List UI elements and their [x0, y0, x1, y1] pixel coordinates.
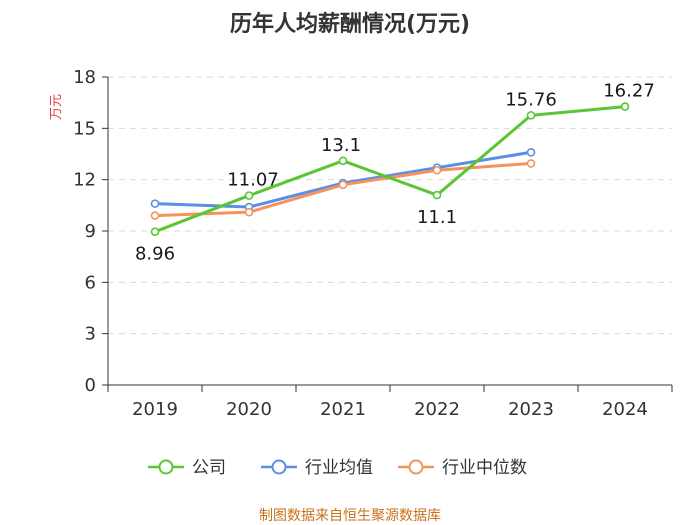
- x-tick-label-2024: 2024: [602, 399, 648, 420]
- legend-marker-2: [408, 459, 424, 475]
- data-label-2022: 11.1: [417, 207, 457, 228]
- data-labels: 8.96 11.07 13.1 11.1 15.76 16.27: [135, 81, 655, 265]
- data-label-2023: 15.76: [505, 89, 557, 110]
- series-2-point-4: [526, 159, 536, 168]
- series-2-point-2: [338, 180, 348, 190]
- series-0-point-1: [244, 191, 254, 200]
- series-lines: [150, 102, 630, 236]
- y-tick-label-18: 18: [73, 67, 96, 88]
- legend-label-2: 行业中位数: [442, 458, 527, 478]
- series-line-0: [154, 105, 626, 234]
- chart-title: 历年人均薪酬情况(万元): [229, 12, 471, 37]
- x-tick-label-2022: 2022: [414, 399, 460, 420]
- series-0-point-4: [526, 111, 536, 120]
- axes: 0 3 6 9 12 15 18 2019 2020 2021 2022 2023 2024 万元: [49, 67, 673, 420]
- legend: 公司 行业均值 行业中位数: [148, 458, 527, 478]
- legend-label-0: 公司: [192, 458, 226, 478]
- data-label-2021: 13.1: [321, 135, 361, 156]
- gridlines: [108, 76, 672, 335]
- legend-marker-0: [158, 459, 174, 475]
- series-2-point-0: [150, 211, 160, 220]
- x-tick-label-2019: 2019: [132, 399, 178, 420]
- series-0-point-0: [150, 227, 160, 236]
- data-label-2020: 11.07: [227, 170, 279, 191]
- legend-marker-1: [271, 459, 287, 475]
- y-tick-label-0: 0: [85, 375, 96, 396]
- x-tick-label-2023: 2023: [508, 399, 554, 420]
- series-0-point-5: [620, 102, 630, 111]
- data-label-2019: 8.96: [135, 244, 175, 265]
- x-tick-label-2020: 2020: [226, 399, 272, 420]
- source-note: 制图数据来自恒生聚源数据库: [259, 508, 441, 524]
- y-axis-unit-label: 万元: [49, 94, 64, 120]
- y-tick-label-15: 15: [73, 118, 96, 139]
- y-tick-label-9: 9: [85, 221, 96, 242]
- y-tick-label-12: 12: [73, 170, 96, 191]
- series-0-point-2: [338, 156, 348, 166]
- y-tick-label-6: 6: [85, 272, 96, 293]
- x-tick-label-2021: 2021: [320, 399, 366, 420]
- series-0-point-3: [432, 190, 442, 200]
- series-1-point-4: [526, 147, 536, 157]
- series-line-2: [154, 161, 532, 218]
- series-2-point-3: [432, 165, 442, 175]
- legend-label-1: 行业均值: [305, 458, 373, 478]
- data-label-2024: 16.27: [603, 81, 655, 102]
- series-1-point-0: [150, 199, 160, 208]
- y-tick-label-3: 3: [85, 324, 96, 345]
- series-2-point-1: [244, 207, 254, 217]
